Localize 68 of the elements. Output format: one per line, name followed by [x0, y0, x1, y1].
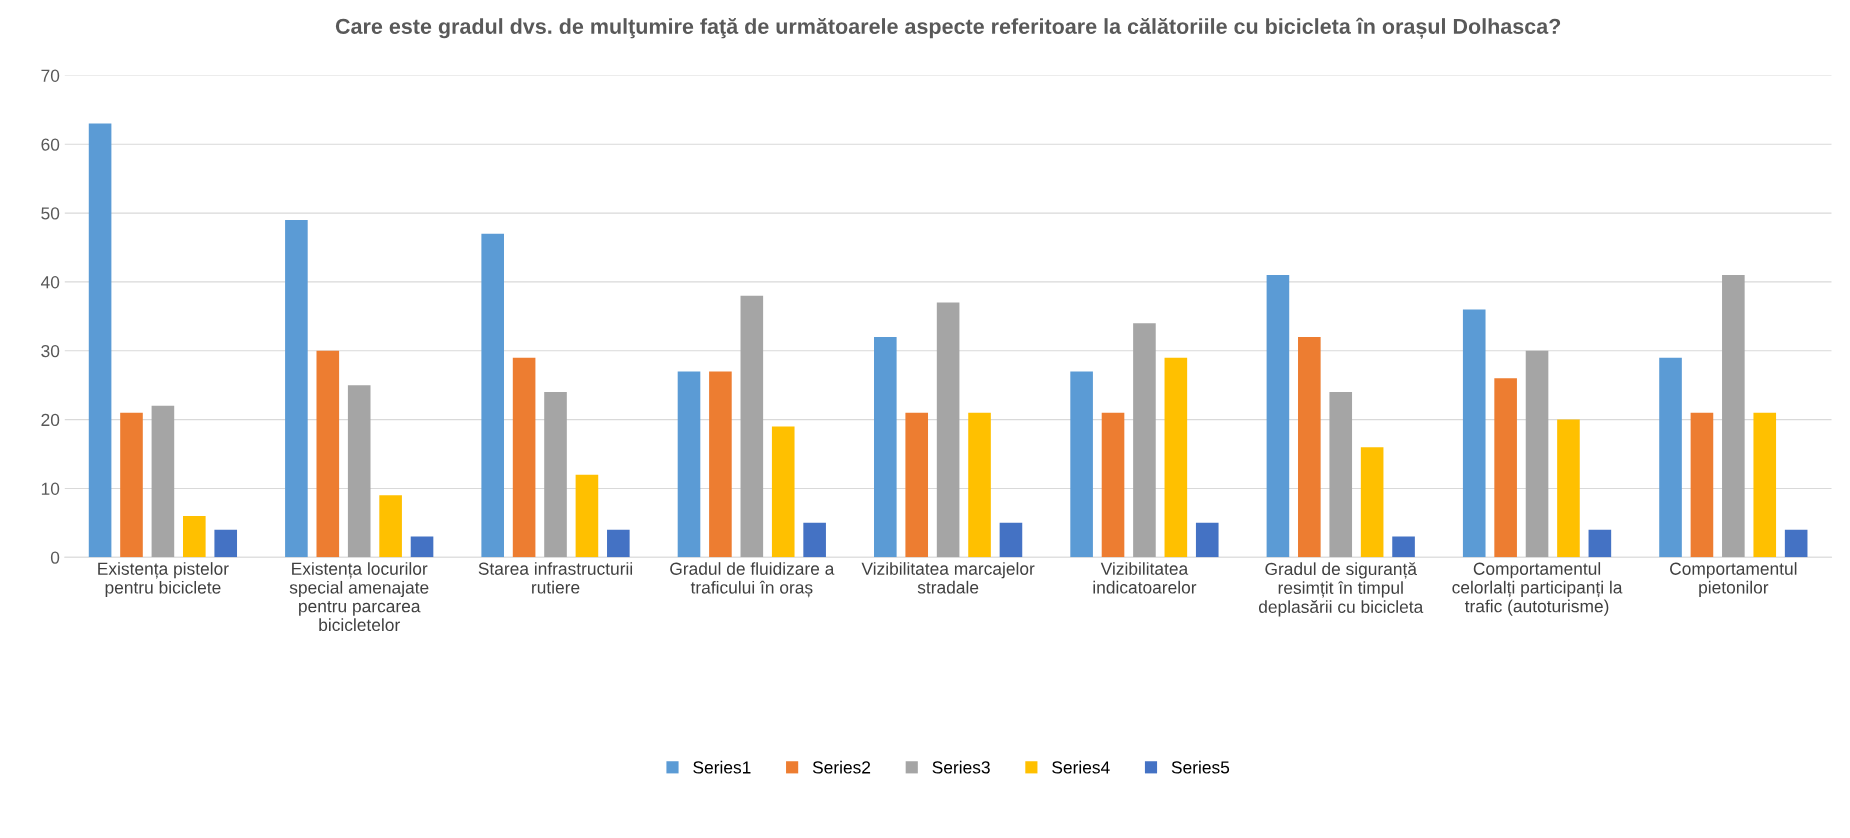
- y-tick-label: 50: [41, 207, 60, 220]
- bar: [1266, 275, 1290, 558]
- chart-title: Care este gradul dvs. de mulţumire faţă de următoarele aspecte referitoare la călătoriile cu bicicleta în orașul Dolhasca?: [335, 17, 1561, 39]
- bar: [379, 495, 402, 558]
- bar: [968, 412, 991, 558]
- bar: [575, 474, 599, 558]
- bar: [1133, 323, 1156, 558]
- bar: [1690, 412, 1714, 558]
- bar: [936, 302, 960, 558]
- x-tick-label: Existența pistelor pentru biciclete: [98, 562, 229, 598]
- bar: [120, 412, 143, 558]
- legend-label: Series1: [693, 760, 751, 774]
- bar: [1462, 309, 1486, 558]
- y-tick-label: 40: [40, 276, 60, 289]
- y-tick-label: 70: [41, 69, 60, 82]
- x-tick-label: Vizibilitatea indicatoarelor: [1093, 562, 1197, 594]
- bar: [1525, 350, 1549, 558]
- x-tick-label: Existența locurilor special amenajate pentru parcarea bicicletelor: [289, 562, 429, 632]
- bar: [1101, 412, 1125, 558]
- bar: [677, 371, 701, 558]
- x-tick-label: Comportamentul pietonilor: [1670, 562, 1797, 598]
- bar: [347, 385, 371, 558]
- bar: [544, 392, 567, 558]
- x-tick-label: Gradul de siguranță resimțit în timpul deplasării cu bicicleta: [1258, 562, 1424, 617]
- bar: [151, 405, 175, 558]
- bar: [874, 337, 897, 558]
- bar: [316, 350, 340, 558]
- bar: [1360, 447, 1384, 558]
- y-tick-label: 30: [41, 344, 60, 358]
- legend-label: Series2: [812, 760, 871, 774]
- bar: [905, 412, 929, 558]
- x-tick-label: Gradul de fluidizare a traficului în oraș: [670, 562, 835, 598]
- y-tick-label: 60: [41, 138, 60, 151]
- bar: [1557, 419, 1580, 558]
- bar: [1164, 357, 1188, 558]
- x-tick-label: Starea infrastructurii rutiere: [478, 562, 633, 594]
- bar: [740, 295, 764, 558]
- bar: [285, 219, 308, 558]
- bar: [481, 233, 504, 558]
- bar: [1392, 536, 1415, 558]
- bar: [999, 522, 1023, 558]
- bar: [410, 536, 434, 558]
- x-tick-label: Vizibilitatea marcajelor stradale: [861, 562, 1035, 594]
- bar: [1494, 378, 1517, 558]
- y-tick-label: 20: [41, 413, 60, 427]
- legend-label: Series3: [932, 760, 990, 774]
- bar: [1298, 337, 1321, 558]
- bar: [1753, 412, 1777, 558]
- bar: [1722, 275, 1745, 558]
- bar: [1659, 357, 1682, 558]
- bar: [771, 426, 795, 558]
- x-tick-label: Comportamentul celorlalți participanți la trafic (autoturisme): [1452, 562, 1623, 616]
- bar: [1784, 529, 1808, 558]
- bar: [1070, 371, 1093, 558]
- y-tick-label: 0: [50, 551, 60, 564]
- bar: [88, 123, 112, 558]
- bar: [512, 357, 536, 558]
- bar: [214, 529, 238, 558]
- bar: [1588, 529, 1612, 558]
- bar: [1329, 392, 1353, 558]
- y-tick-label: 10: [41, 482, 60, 495]
- bar: [607, 529, 630, 558]
- bar: [183, 515, 206, 558]
- legend-label: Series5: [1171, 760, 1230, 774]
- bar: [1195, 522, 1219, 558]
- bar: [803, 522, 826, 558]
- bar: [709, 371, 732, 558]
- legend-label: Series4: [1052, 760, 1110, 774]
